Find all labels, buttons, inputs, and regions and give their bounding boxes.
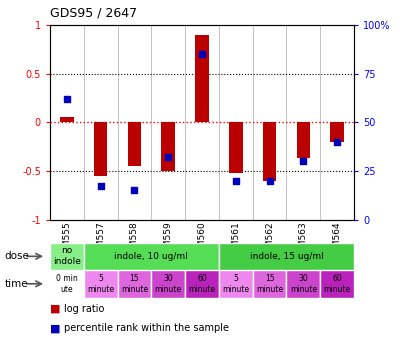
Bar [84,270,118,298]
Text: indole, 10 ug/ml: indole, 10 ug/ml [114,252,188,261]
Bar [162,122,175,171]
Text: 5
minute: 5 minute [87,274,114,293]
Text: 15
minute: 15 minute [121,274,148,293]
Bar [219,243,354,270]
Bar [50,270,84,298]
Text: indole, 15 ug/ml: indole, 15 ug/ml [250,252,323,261]
Text: ■: ■ [50,323,60,333]
Text: 60
minute: 60 minute [188,274,216,293]
Text: 30
minute: 30 minute [155,274,182,293]
Point [131,187,138,193]
Point [334,139,340,145]
Bar [84,243,219,270]
Bar [219,270,253,298]
Bar [286,270,320,298]
Text: time: time [5,279,28,289]
Text: ■: ■ [50,304,60,314]
Bar [229,122,242,173]
Bar [195,35,209,122]
Bar [296,122,310,158]
Text: 15
minute: 15 minute [256,274,283,293]
Text: percentile rank within the sample: percentile rank within the sample [64,323,229,333]
Text: 5
minute: 5 minute [222,274,249,293]
Point [266,178,273,183]
Text: no
indole: no indole [53,246,81,266]
Text: 60
minute: 60 minute [324,274,351,293]
Bar [118,270,151,298]
Bar [60,117,74,122]
Bar [263,122,276,181]
Point [300,159,306,164]
Point [165,155,172,160]
Text: GDS95 / 2647: GDS95 / 2647 [50,7,137,20]
Point [64,96,70,102]
Bar [253,270,286,298]
Point [98,183,104,189]
Bar [151,270,185,298]
Bar [320,270,354,298]
Text: 0 min
ute: 0 min ute [56,274,78,293]
Point [199,51,205,57]
Bar [128,122,141,166]
Text: log ratio: log ratio [64,304,104,314]
Text: 30
minute: 30 minute [290,274,317,293]
Bar [50,243,84,270]
Point [232,178,239,183]
Bar [185,270,219,298]
Text: dose: dose [5,251,30,261]
Bar [94,122,108,176]
Bar [330,122,344,142]
